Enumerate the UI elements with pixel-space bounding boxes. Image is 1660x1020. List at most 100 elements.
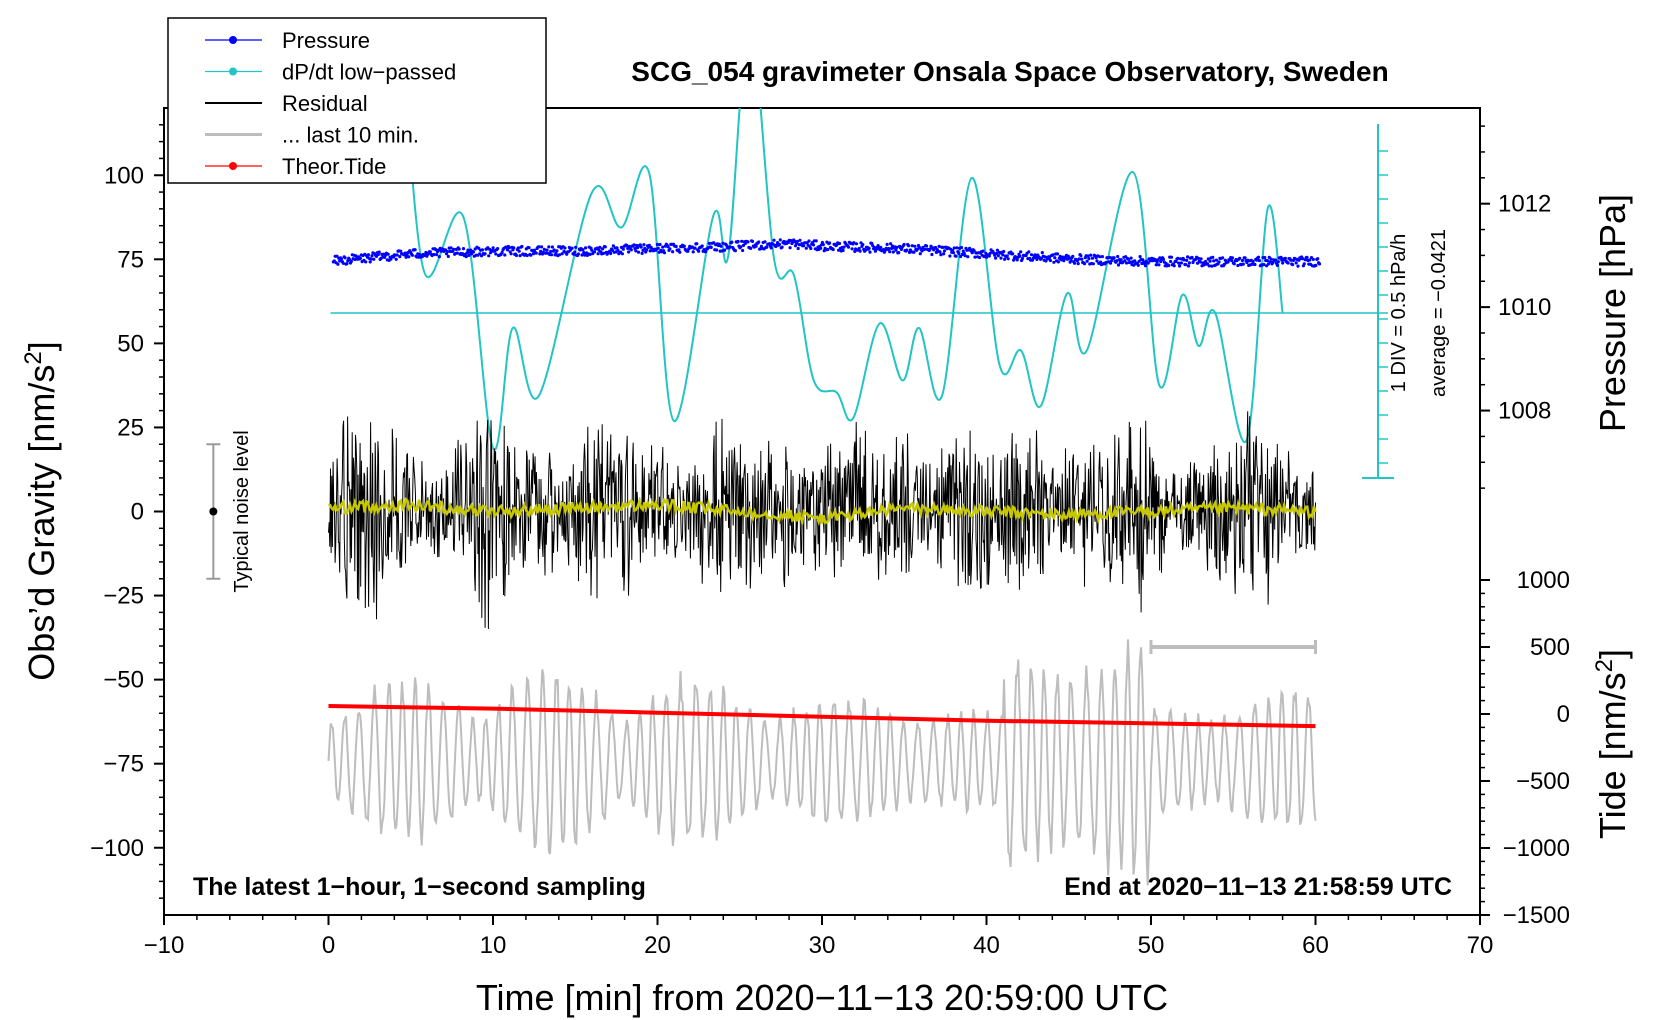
- pressure-point: [483, 252, 487, 256]
- pressure-point: [1052, 260, 1056, 264]
- pressure-point: [1296, 264, 1300, 268]
- pressure-point: [857, 246, 861, 251]
- pressure-point: [861, 243, 865, 247]
- y-tick-label: 50: [117, 330, 144, 357]
- pressure-point: [1126, 257, 1130, 261]
- pressure-point: [1238, 256, 1242, 260]
- pressure-point: [798, 238, 802, 242]
- x-tick-label: −10: [144, 932, 185, 959]
- pressure-point: [445, 250, 449, 254]
- pressure-point: [928, 247, 932, 251]
- pressure-point: [1077, 257, 1081, 261]
- pressure-point: [1012, 258, 1016, 262]
- pressure-point: [1186, 255, 1190, 259]
- pressure-point: [372, 257, 376, 261]
- pressure-point: [1251, 259, 1255, 263]
- pressure-point: [867, 246, 871, 250]
- pressure-point: [584, 246, 588, 250]
- pressure-point: [1019, 250, 1023, 254]
- tide-tick-label: −1500: [1503, 902, 1570, 929]
- pressure-point: [973, 255, 977, 259]
- pressure-point: [977, 255, 982, 260]
- pressure-point: [1104, 260, 1108, 265]
- pressure-point: [1006, 257, 1010, 261]
- pressure-point: [573, 250, 577, 254]
- pressure-point: [1294, 261, 1298, 265]
- chart-title: SCG_054 gravimeter Onsala Space Observat…: [631, 56, 1388, 87]
- pressure-point: [1018, 254, 1022, 258]
- pressure-point: [1211, 255, 1215, 259]
- pressure-point: [338, 259, 342, 263]
- pressure-point: [1040, 251, 1044, 255]
- pressure-point: [661, 245, 665, 249]
- pressure-point: [693, 246, 697, 250]
- pressure-point: [603, 245, 607, 249]
- pressure-point: [1208, 259, 1212, 263]
- pressure-point: [537, 245, 541, 249]
- pressure-point: [364, 260, 368, 264]
- pressure-point: [891, 250, 895, 254]
- pressure-point: [1002, 249, 1006, 254]
- pressure-point: [570, 246, 574, 250]
- pressure-point: [868, 250, 872, 254]
- pressure-point: [1005, 254, 1009, 258]
- pressure-point: [368, 260, 372, 264]
- pressure-point: [455, 251, 459, 255]
- pressure-point: [512, 246, 516, 250]
- pressure-point: [1091, 262, 1095, 266]
- pressure-point: [788, 246, 792, 250]
- pressure-point: [954, 254, 958, 258]
- pressure-point: [467, 253, 471, 257]
- pressure-point: [549, 249, 553, 254]
- pressure-point: [517, 249, 521, 253]
- pressure-point: [837, 241, 842, 246]
- pressure-point: [432, 252, 436, 257]
- pressure-point: [516, 246, 520, 250]
- pressure-point: [963, 254, 967, 258]
- pressure-point: [1196, 256, 1200, 260]
- pressure-point: [1035, 257, 1039, 261]
- pressure-point: [547, 245, 551, 249]
- pressure-point: [658, 242, 662, 247]
- pressure-point: [1076, 262, 1080, 266]
- pressure-point: [686, 249, 690, 253]
- pressure-point: [574, 245, 578, 249]
- pressure-point: [1003, 257, 1007, 261]
- pressure-point: [1256, 255, 1261, 259]
- pressure-point: [520, 244, 524, 249]
- y-tick-label: 75: [117, 246, 144, 273]
- pressure-point: [645, 248, 649, 252]
- pressure-point: [507, 246, 511, 250]
- pressure-point: [1286, 261, 1290, 265]
- pressure-point: [695, 242, 699, 246]
- pressure-point: [404, 255, 408, 259]
- pressure-point: [629, 248, 633, 252]
- pressure-point: [1262, 263, 1266, 267]
- pressure-point: [1177, 261, 1181, 265]
- pressure-point: [1206, 257, 1210, 261]
- pressure-point: [1133, 259, 1137, 263]
- pressure-point: [601, 251, 606, 255]
- pressure-point: [1281, 261, 1285, 265]
- y-tick-label: −50: [103, 667, 144, 694]
- x-axis-label: Time [min] from 2020−11−13 20:59:00 UTC: [476, 977, 1168, 1018]
- pressure-point: [1001, 253, 1005, 257]
- pressure-point: [627, 250, 631, 254]
- tide-tick-label: 1000: [1517, 567, 1570, 594]
- pressure-point: [879, 245, 883, 249]
- pressure-point: [1283, 256, 1287, 260]
- pressure-point: [464, 255, 468, 259]
- legend-swatch-marker: [229, 67, 237, 76]
- pressure-point: [937, 244, 941, 248]
- pressure-point: [841, 248, 845, 252]
- pressure-point: [778, 238, 782, 242]
- pressure-point: [1153, 258, 1157, 262]
- pressure-point: [933, 245, 938, 250]
- pressure-point: [595, 246, 599, 250]
- pressure-point: [923, 247, 927, 251]
- pressure-point: [557, 253, 562, 257]
- pressure-point: [437, 255, 441, 259]
- pressure-point: [1289, 258, 1293, 262]
- pressure-point: [1169, 255, 1174, 259]
- pressure-point: [457, 247, 461, 251]
